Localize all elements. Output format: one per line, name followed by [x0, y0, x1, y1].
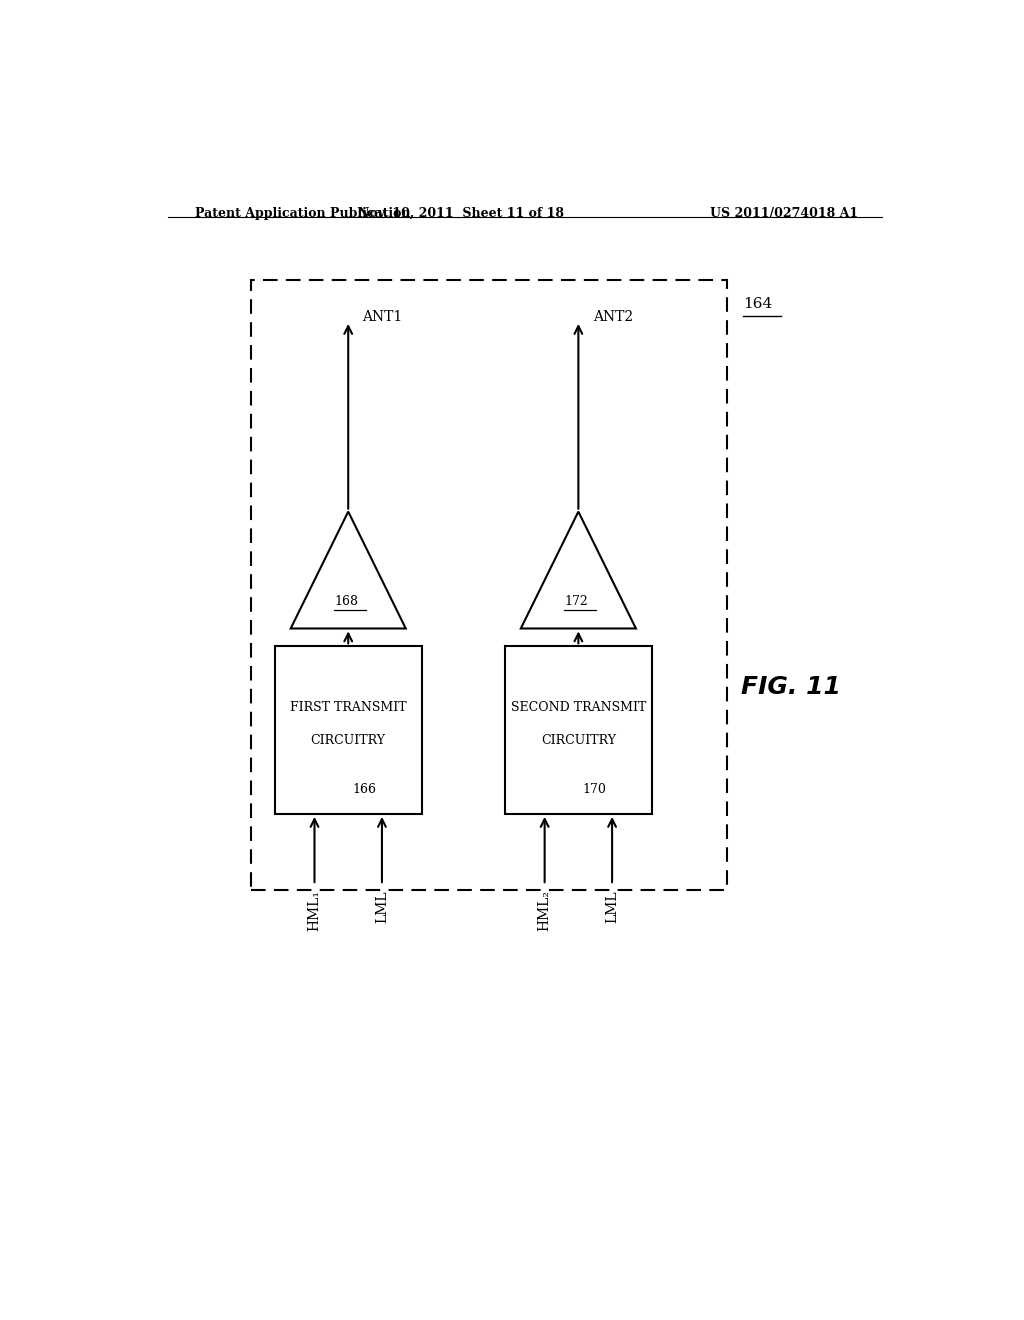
- Bar: [251, 280, 727, 890]
- Bar: [274, 647, 422, 814]
- Bar: [505, 647, 651, 814]
- Text: ANT2: ANT2: [593, 310, 633, 325]
- Text: Nov. 10, 2011  Sheet 11 of 18: Nov. 10, 2011 Sheet 11 of 18: [358, 207, 564, 220]
- Text: 172: 172: [564, 595, 588, 609]
- Text: SECOND TRANSMIT: SECOND TRANSMIT: [511, 701, 646, 714]
- Text: 166: 166: [352, 783, 376, 796]
- Text: 170: 170: [583, 783, 606, 796]
- Text: LML: LML: [375, 890, 389, 923]
- Text: CIRCUITRY: CIRCUITRY: [541, 734, 615, 747]
- Text: FIRST TRANSMIT: FIRST TRANSMIT: [290, 701, 407, 714]
- Text: ANT1: ANT1: [362, 310, 402, 325]
- Text: LML: LML: [605, 890, 620, 923]
- Text: Patent Application Publication: Patent Application Publication: [196, 207, 411, 220]
- Text: HML₁: HML₁: [307, 890, 322, 931]
- Text: FIG. 11: FIG. 11: [740, 675, 841, 698]
- Text: 164: 164: [743, 297, 772, 312]
- Text: US 2011/0274018 A1: US 2011/0274018 A1: [710, 207, 858, 220]
- Text: HML₂: HML₂: [538, 890, 552, 931]
- Text: CIRCUITRY: CIRCUITRY: [310, 734, 386, 747]
- Text: 168: 168: [334, 595, 358, 609]
